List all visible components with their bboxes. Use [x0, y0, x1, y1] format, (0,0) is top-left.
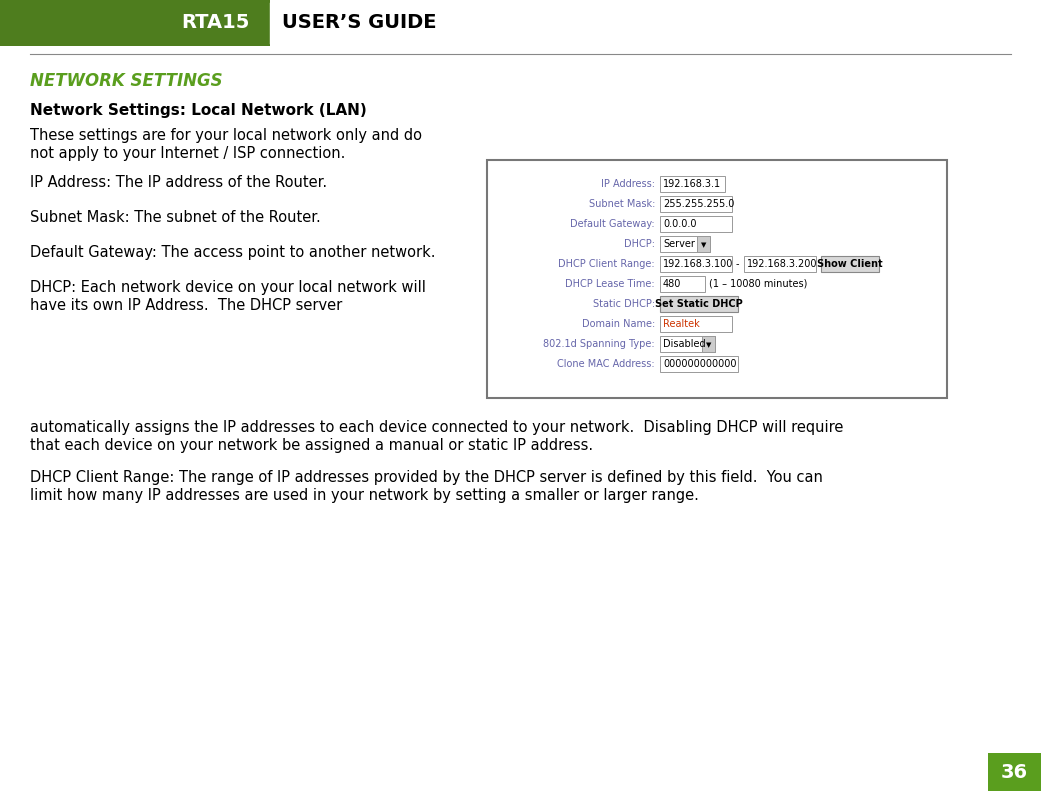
- Text: 480: 480: [663, 279, 682, 289]
- Text: 000000000000: 000000000000: [663, 359, 736, 369]
- Text: 36: 36: [1000, 763, 1027, 782]
- Bar: [660, 176, 725, 192]
- Text: automatically assigns the IP addresses to each device connected to your network.: automatically assigns the IP addresses t…: [30, 420, 843, 435]
- Bar: [744, 256, 816, 272]
- Text: DHCP Client Range: The range of IP addresses provided by the DHCP server is defi: DHCP Client Range: The range of IP addre…: [30, 470, 822, 485]
- Text: 255.255.255.0: 255.255.255.0: [663, 199, 734, 209]
- Text: have its own IP Address.  The DHCP server: have its own IP Address. The DHCP server: [30, 298, 342, 313]
- Text: Static DHCP:: Static DHCP:: [593, 299, 655, 309]
- Text: Network Settings: Local Network (LAN): Network Settings: Local Network (LAN): [30, 103, 366, 118]
- Text: Server: Server: [663, 239, 695, 249]
- Bar: [660, 216, 732, 232]
- Bar: [821, 256, 879, 272]
- Bar: [0, 0, 270, 46]
- Text: NETWORK SETTINGS: NETWORK SETTINGS: [30, 72, 223, 90]
- Bar: [702, 336, 715, 352]
- Text: that each device on your network be assigned a manual or static IP address.: that each device on your network be assi…: [30, 438, 593, 453]
- Text: DHCP Lease Time:: DHCP Lease Time:: [565, 279, 655, 289]
- Text: Show Client: Show Client: [817, 259, 883, 269]
- Text: USER’S GUIDE: USER’S GUIDE: [282, 13, 436, 32]
- Text: 802.1d Spanning Type:: 802.1d Spanning Type:: [543, 339, 655, 349]
- Text: limit how many IP addresses are used in your network by setting a smaller or lar: limit how many IP addresses are used in …: [30, 488, 699, 503]
- Text: DHCP:: DHCP:: [624, 239, 655, 249]
- Bar: [660, 296, 738, 312]
- Text: Set Static DHCP: Set Static DHCP: [655, 299, 743, 309]
- Text: 0.0.0.0: 0.0.0.0: [663, 219, 696, 229]
- Bar: [660, 356, 738, 372]
- Bar: [660, 196, 732, 212]
- Bar: [660, 236, 710, 252]
- Text: Default Gateway:: Default Gateway:: [570, 219, 655, 229]
- Text: Subnet Mask: The subnet of the Router.: Subnet Mask: The subnet of the Router.: [30, 210, 321, 225]
- Text: Default Gateway: The access point to another network.: Default Gateway: The access point to ano…: [30, 245, 435, 260]
- Text: 192.168.3.100: 192.168.3.100: [663, 259, 733, 269]
- Bar: [660, 336, 715, 352]
- Text: RTA15: RTA15: [181, 13, 249, 32]
- Text: ▼: ▼: [706, 342, 711, 348]
- Text: IP Address: The IP address of the Router.: IP Address: The IP address of the Router…: [30, 175, 327, 190]
- Text: DHCP: Each network device on your local network will: DHCP: Each network device on your local …: [30, 280, 426, 295]
- Text: DHCP Client Range:: DHCP Client Range:: [558, 259, 655, 269]
- Bar: [660, 316, 732, 332]
- Bar: [270, 0, 1041, 46]
- Text: (1 – 10080 minutes): (1 – 10080 minutes): [709, 279, 808, 289]
- Text: 192.168.3.200: 192.168.3.200: [747, 259, 817, 269]
- Text: Subnet Mask:: Subnet Mask:: [588, 199, 655, 209]
- Text: Disabled: Disabled: [663, 339, 706, 349]
- Text: Domain Name:: Domain Name:: [582, 319, 655, 329]
- Text: These settings are for your local network only and do: These settings are for your local networ…: [30, 128, 422, 143]
- Bar: [487, 160, 947, 398]
- Text: Clone MAC Address:: Clone MAC Address:: [557, 359, 655, 369]
- Text: 192.168.3.1: 192.168.3.1: [663, 179, 721, 189]
- Bar: [697, 236, 710, 252]
- Bar: [660, 276, 705, 292]
- Text: Realtek: Realtek: [663, 319, 700, 329]
- Text: IP Address:: IP Address:: [601, 179, 655, 189]
- Bar: [660, 256, 732, 272]
- Text: ▼: ▼: [701, 242, 706, 248]
- Text: not apply to your Internet / ISP connection.: not apply to your Internet / ISP connect…: [30, 146, 346, 161]
- Text: -: -: [736, 259, 739, 269]
- Bar: [988, 753, 1041, 791]
